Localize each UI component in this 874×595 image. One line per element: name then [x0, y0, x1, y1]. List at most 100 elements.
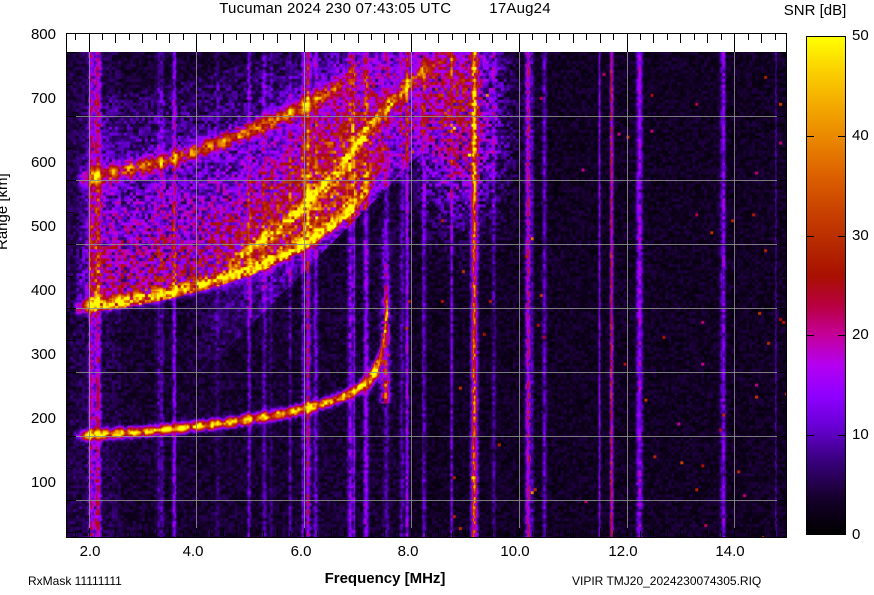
- x-tick-top: [384, 34, 385, 43]
- x-gridline: [89, 52, 90, 537]
- y-tick-left: [67, 500, 76, 501]
- x-major-tick: [519, 34, 520, 52]
- y-tick-left: [67, 244, 76, 245]
- x-tick-bottom: [210, 531, 211, 537]
- y-tick-label-500: 500: [30, 218, 56, 235]
- x-tick-bottom: [734, 528, 735, 537]
- x-tick-top: [573, 34, 574, 43]
- colorbar-tick: [806, 136, 814, 137]
- x-tick-bottom: [761, 528, 762, 537]
- x-tick-bottom: [89, 528, 90, 537]
- x-tick-top: [761, 34, 762, 43]
- colorbar-tick: [838, 236, 846, 237]
- y-tick-left: [67, 148, 73, 149]
- y-tick-right: [780, 340, 786, 341]
- y-tick-left: [67, 308, 76, 309]
- x-tick-bottom: [479, 531, 480, 537]
- x-tick-top: [627, 34, 628, 43]
- x-tick-top: [142, 34, 143, 43]
- y-tick-left: [67, 52, 76, 53]
- x-tick-bottom: [156, 531, 157, 537]
- colorbar-tick: [806, 236, 814, 237]
- x-gridline: [627, 52, 628, 537]
- x-tick-top: [277, 34, 278, 43]
- ionogram-plot[interactable]: [66, 33, 787, 538]
- x-tick-bottom: [331, 528, 332, 537]
- x-tick-top: [600, 34, 601, 43]
- x-tick-top: [452, 34, 453, 40]
- y-gridline: [67, 244, 786, 245]
- x-tick-bottom: [236, 531, 237, 537]
- x-tick-bottom: [680, 528, 681, 537]
- x-tick-bottom: [129, 531, 130, 537]
- y-tick-right: [777, 436, 786, 437]
- y-tick-right: [777, 116, 786, 117]
- y-gridline: [67, 372, 786, 373]
- y-tick-right: [780, 532, 786, 533]
- x-tick-top: [506, 34, 507, 40]
- x-tick-top: [317, 34, 318, 40]
- x-tick-bottom: [519, 528, 520, 537]
- x-tick-label-10: 10.0: [500, 543, 530, 560]
- y-gridline: [67, 436, 786, 437]
- x-gridline: [411, 52, 412, 537]
- x-tick-top: [358, 34, 359, 43]
- x-tick-top: [586, 34, 587, 40]
- colorbar-tick-label-20: 20: [852, 326, 869, 343]
- x-tick-bottom: [506, 531, 507, 537]
- x-tick-top: [653, 34, 654, 43]
- y-tick-label-700: 700: [30, 90, 56, 107]
- x-tick-top: [546, 34, 547, 43]
- y-tick-right: [780, 148, 786, 149]
- y-tick-right: [777, 180, 786, 181]
- x-tick-bottom: [277, 528, 278, 537]
- x-tick-top: [411, 34, 412, 43]
- y-tick-right: [777, 244, 786, 245]
- x-tick-bottom: [694, 531, 695, 537]
- x-tick-bottom: [398, 531, 399, 537]
- y-gridline: [67, 180, 786, 181]
- y-tick-right: [780, 84, 786, 85]
- colorbar-tick: [838, 435, 846, 436]
- y-tick-left: [67, 532, 73, 533]
- x-tick-bottom: [721, 531, 722, 537]
- x-tick-bottom: [465, 528, 466, 537]
- x-tick-bottom: [775, 531, 776, 537]
- footer-filename: VIPIR TMJ20_2024230074305.RIQ: [572, 574, 762, 588]
- x-tick-bottom: [425, 531, 426, 537]
- x-tick-bottom: [613, 531, 614, 537]
- y-tick-left: [67, 212, 73, 213]
- y-tick-label-800: 800: [30, 26, 56, 43]
- x-tick-label-6: 6.0: [290, 543, 312, 560]
- y-tick-right: [780, 404, 786, 405]
- y-axis-title: Range [km]: [0, 173, 11, 250]
- x-tick-bottom: [317, 531, 318, 537]
- x-tick-bottom: [196, 528, 197, 537]
- x-tick-bottom: [640, 531, 641, 537]
- y-tick-label-400: 400: [30, 282, 56, 299]
- x-tick-bottom: [304, 528, 305, 537]
- y-tick-label-100: 100: [30, 474, 56, 491]
- y-tick-left: [67, 180, 76, 181]
- x-tick-bottom: [169, 528, 170, 537]
- x-tick-top: [223, 34, 224, 43]
- colorbar-tick-label-10: 10: [852, 426, 869, 443]
- colorbar-tick-label-0: 0: [852, 526, 861, 543]
- x-tick-top: [775, 34, 776, 40]
- y-gridline: [67, 308, 786, 309]
- x-tick-top: [89, 34, 90, 43]
- x-tick-bottom: [600, 528, 601, 537]
- x-tick-bottom: [573, 528, 574, 537]
- x-tick-bottom: [452, 531, 453, 537]
- x-major-tick: [89, 34, 90, 52]
- colorbar: [806, 36, 846, 535]
- x-tick-bottom: [438, 528, 439, 537]
- x-tick-top: [183, 34, 184, 40]
- x-tick-top: [331, 34, 332, 43]
- x-tick-bottom: [384, 528, 385, 537]
- colorbar-tick: [838, 335, 846, 336]
- y-tick-left: [67, 436, 76, 437]
- title-date: 17Aug24: [489, 0, 551, 17]
- x-tick-top: [667, 34, 668, 40]
- x-major-tick: [627, 34, 628, 52]
